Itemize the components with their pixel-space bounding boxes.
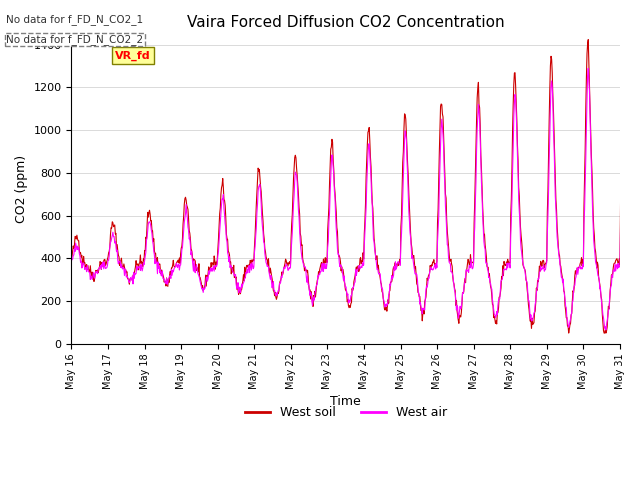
- West air: [624, 159, 632, 165]
- Title: Vaira Forced Diffusion CO2 Concentration: Vaira Forced Diffusion CO2 Concentration: [187, 15, 504, 30]
- West soil: [565, 330, 573, 336]
- West soil: [634, 293, 640, 299]
- West soil: [621, 31, 628, 37]
- West soil: [68, 253, 76, 259]
- Text: VR_fd: VR_fd: [115, 51, 151, 61]
- West soil: [310, 296, 318, 301]
- West soil: [412, 272, 420, 278]
- West air: [621, 51, 628, 57]
- West soil: [95, 264, 103, 270]
- West air: [638, 329, 640, 335]
- West soil: [625, 161, 632, 167]
- Legend: West soil, West air: West soil, West air: [240, 401, 452, 424]
- West air: [68, 259, 76, 264]
- X-axis label: Time: Time: [330, 395, 361, 408]
- West air: [633, 289, 640, 295]
- Line: West soil: West soil: [72, 34, 640, 333]
- West air: [176, 263, 184, 268]
- West air: [95, 264, 103, 270]
- Text: No data for f_FD_N_CO2_2: No data for f_FD_N_CO2_2: [6, 34, 143, 45]
- West soil: [176, 261, 184, 266]
- West air: [310, 297, 318, 303]
- Line: West air: West air: [72, 54, 640, 332]
- Text: No data for f_FD_N_CO2_1: No data for f_FD_N_CO2_1: [6, 14, 143, 25]
- West air: [412, 270, 420, 276]
- Y-axis label: CO2 (ppm): CO2 (ppm): [15, 155, 28, 223]
